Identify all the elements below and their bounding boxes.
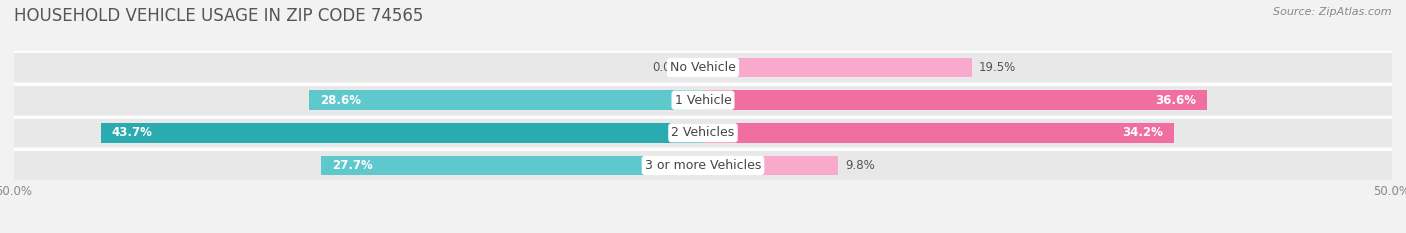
Bar bbox=[14, 151, 1392, 180]
Bar bbox=[14, 53, 1392, 82]
Text: 43.7%: 43.7% bbox=[112, 126, 153, 139]
Bar bbox=[14, 86, 1392, 115]
Text: Source: ZipAtlas.com: Source: ZipAtlas.com bbox=[1274, 7, 1392, 17]
Bar bbox=[309, 90, 703, 110]
Bar bbox=[703, 90, 1208, 110]
Text: 0.0%: 0.0% bbox=[652, 61, 682, 74]
Bar bbox=[703, 156, 838, 175]
Text: 2 Vehicles: 2 Vehicles bbox=[672, 126, 734, 139]
Text: No Vehicle: No Vehicle bbox=[671, 61, 735, 74]
Text: 28.6%: 28.6% bbox=[321, 94, 361, 107]
Bar bbox=[703, 123, 1174, 143]
Text: 1 Vehicle: 1 Vehicle bbox=[675, 94, 731, 107]
Text: 36.6%: 36.6% bbox=[1156, 94, 1197, 107]
Bar bbox=[14, 118, 1392, 147]
Text: 34.2%: 34.2% bbox=[1122, 126, 1163, 139]
Text: 9.8%: 9.8% bbox=[845, 159, 875, 172]
Text: 19.5%: 19.5% bbox=[979, 61, 1015, 74]
Bar bbox=[703, 58, 972, 77]
Text: 3 or more Vehicles: 3 or more Vehicles bbox=[645, 159, 761, 172]
Bar bbox=[322, 156, 703, 175]
Bar bbox=[101, 123, 703, 143]
Text: HOUSEHOLD VEHICLE USAGE IN ZIP CODE 74565: HOUSEHOLD VEHICLE USAGE IN ZIP CODE 7456… bbox=[14, 7, 423, 25]
Text: 27.7%: 27.7% bbox=[332, 159, 373, 172]
